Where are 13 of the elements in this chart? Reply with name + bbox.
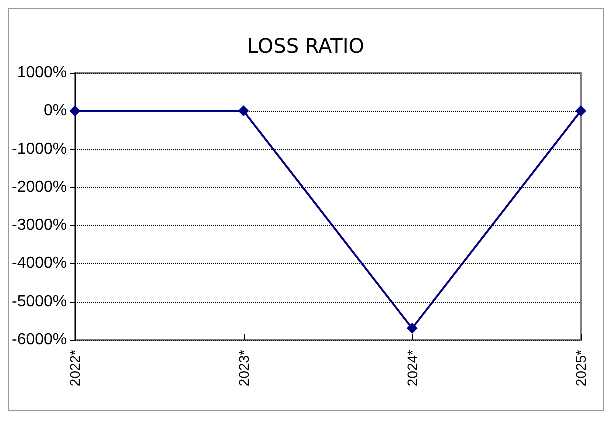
chart-title: LOSS RATIO [248,34,364,58]
y-tick-label: -5000% [12,293,68,310]
y-tick-label: -3000% [12,217,68,234]
x-tick-label: 2022* [67,349,84,387]
y-tick-label: -4000% [12,255,68,272]
y-tick-label: 0% [44,102,68,120]
y-tick-label: -2000% [12,178,68,196]
y-tick-label: 1000% [17,64,68,82]
x-tick-label: 2025* [573,349,589,387]
x-tick-label: 2024* [404,349,420,387]
x-tick-label: 2023* [236,349,252,387]
y-tick-label: -1000% [12,140,68,158]
y-tick-label: -6000% [12,332,68,348]
